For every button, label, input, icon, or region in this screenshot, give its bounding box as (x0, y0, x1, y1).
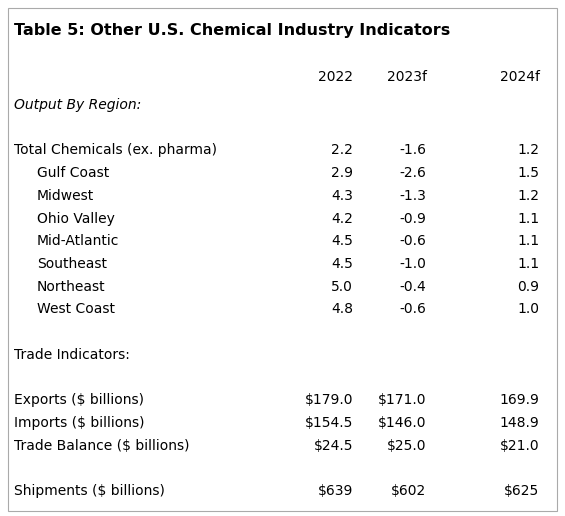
Text: -0.4: -0.4 (400, 280, 427, 294)
Text: Northeast: Northeast (37, 280, 105, 294)
Text: 5.0: 5.0 (331, 280, 353, 294)
Text: -2.6: -2.6 (399, 166, 427, 180)
Text: Gulf Coast: Gulf Coast (37, 166, 109, 180)
Text: 4.5: 4.5 (331, 234, 353, 248)
Text: 4.3: 4.3 (331, 189, 353, 203)
Text: Table 5: Other U.S. Chemical Industry Indicators: Table 5: Other U.S. Chemical Industry In… (14, 23, 450, 38)
Text: 4.2: 4.2 (331, 212, 353, 225)
Text: Ohio Valley: Ohio Valley (37, 212, 115, 225)
Text: 169.9: 169.9 (499, 393, 540, 407)
Text: Shipments ($ billions): Shipments ($ billions) (14, 484, 165, 498)
Text: $24.5: $24.5 (314, 439, 353, 453)
Text: 1.5: 1.5 (518, 166, 540, 180)
Text: Trade Indicators:: Trade Indicators: (14, 348, 130, 362)
Text: 1.2: 1.2 (518, 189, 540, 203)
Text: 0.9: 0.9 (518, 280, 540, 294)
Text: -0.9: -0.9 (399, 212, 427, 225)
Text: 1.1: 1.1 (518, 234, 540, 248)
Text: 4.8: 4.8 (331, 302, 353, 316)
Text: 2.2: 2.2 (331, 143, 353, 157)
Text: Trade Balance ($ billions): Trade Balance ($ billions) (14, 439, 190, 453)
Text: 1.1: 1.1 (518, 257, 540, 271)
Text: $179.0: $179.0 (305, 393, 353, 407)
Text: Exports ($ billions): Exports ($ billions) (14, 393, 144, 407)
Text: 4.5: 4.5 (331, 257, 353, 271)
Text: -1.0: -1.0 (399, 257, 427, 271)
Text: $21.0: $21.0 (500, 439, 540, 453)
Text: Total Chemicals (ex. pharma): Total Chemicals (ex. pharma) (14, 143, 217, 157)
Text: $625: $625 (505, 484, 540, 498)
Text: Southeast: Southeast (37, 257, 107, 271)
Text: 2024f: 2024f (499, 70, 540, 84)
Text: $639: $639 (318, 484, 353, 498)
Text: 1.0: 1.0 (518, 302, 540, 316)
Text: $171.0: $171.0 (378, 393, 427, 407)
Text: -0.6: -0.6 (399, 234, 427, 248)
Text: $154.5: $154.5 (305, 416, 353, 430)
Text: Imports ($ billions): Imports ($ billions) (14, 416, 145, 430)
Text: Midwest: Midwest (37, 189, 94, 203)
Text: -1.3: -1.3 (399, 189, 427, 203)
Text: 2.9: 2.9 (331, 166, 353, 180)
Text: 1.2: 1.2 (518, 143, 540, 157)
Text: -1.6: -1.6 (399, 143, 427, 157)
Text: $602: $602 (392, 484, 427, 498)
Text: -0.6: -0.6 (399, 302, 427, 316)
Text: West Coast: West Coast (37, 302, 115, 316)
Text: Mid-Atlantic: Mid-Atlantic (37, 234, 119, 248)
Text: 2022: 2022 (318, 70, 353, 84)
Text: $25.0: $25.0 (387, 439, 427, 453)
Text: 1.1: 1.1 (518, 212, 540, 225)
Text: Output By Region:: Output By Region: (14, 98, 141, 112)
Text: 2023f: 2023f (386, 70, 427, 84)
Text: $146.0: $146.0 (378, 416, 427, 430)
Text: 148.9: 148.9 (500, 416, 540, 430)
